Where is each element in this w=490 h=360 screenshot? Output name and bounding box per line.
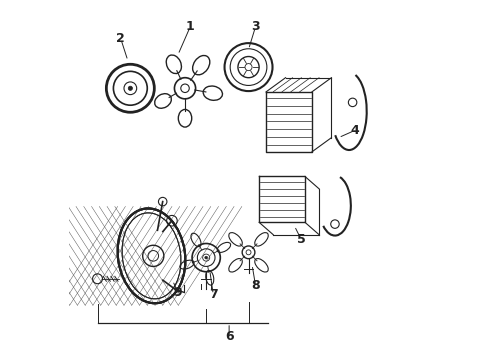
Circle shape xyxy=(205,256,208,259)
Circle shape xyxy=(128,86,132,90)
Ellipse shape xyxy=(118,208,185,303)
Text: 9: 9 xyxy=(173,287,182,300)
Text: 7: 7 xyxy=(209,288,218,301)
Text: 1: 1 xyxy=(186,20,195,33)
Text: 8: 8 xyxy=(251,279,260,292)
Text: 4: 4 xyxy=(350,124,359,137)
Text: 6: 6 xyxy=(225,330,233,343)
Text: 3: 3 xyxy=(251,20,260,33)
Text: 2: 2 xyxy=(117,32,125,45)
Text: 5: 5 xyxy=(297,234,306,247)
